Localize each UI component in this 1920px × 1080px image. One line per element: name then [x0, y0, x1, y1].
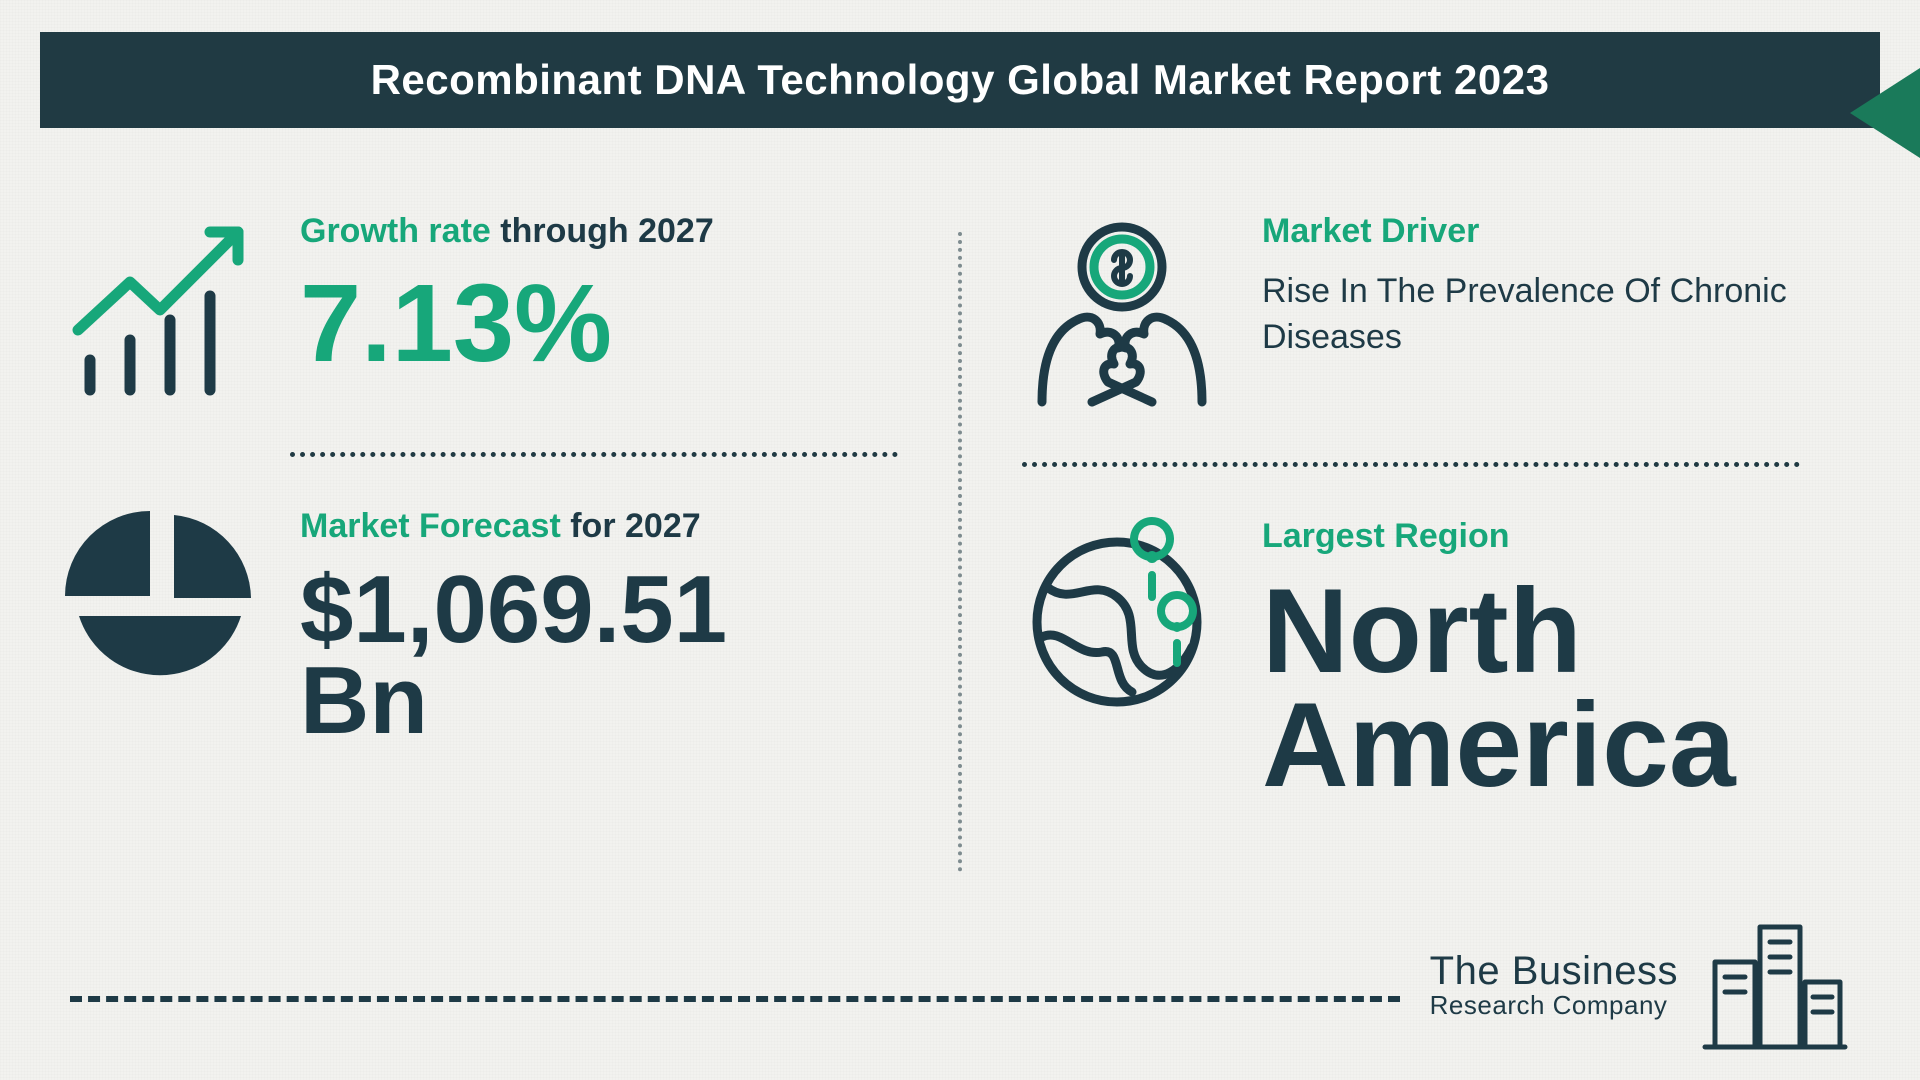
forecast-value-line1: $1,069.51	[300, 564, 898, 655]
driver-description: Rise In The Prevalence Of Chronic Diseas…	[1262, 269, 1860, 361]
right-divider-dots	[1022, 462, 1800, 467]
left-column: Growth rate through 2027 7.13%	[0, 202, 958, 962]
forecast-text: Market Forecast for 2027 $1,069.51 Bn	[300, 507, 898, 746]
forecast-value: $1,069.51 Bn	[300, 564, 898, 746]
growth-value: 7.13%	[300, 269, 898, 379]
growth-value-suffix: %	[514, 262, 612, 385]
growth-block: Growth rate through 2027 7.13%	[60, 212, 898, 402]
hands-coin-icon	[1022, 212, 1222, 412]
region-value-line1: North	[1262, 574, 1860, 688]
brand-text: The Business Research Company	[1430, 950, 1678, 1019]
driver-label: Market Driver	[1262, 212, 1860, 251]
region-value: North America	[1262, 574, 1860, 802]
growth-label-accent: Growth rate	[300, 212, 491, 250]
forecast-value-line2: Bn	[300, 655, 898, 746]
growth-label: Growth rate through 2027	[300, 212, 898, 251]
report-title: Recombinant DNA Technology Global Market…	[371, 56, 1550, 104]
driver-text-wrap: Market Driver Rise In The Prevalence Of …	[1262, 212, 1860, 361]
growth-chart-icon	[60, 212, 260, 402]
brand-logo: The Business Research Company	[1430, 907, 1850, 1062]
driver-block: Market Driver Rise In The Prevalence Of …	[1022, 212, 1860, 412]
right-column: Market Driver Rise In The Prevalence Of …	[962, 202, 1920, 962]
region-block: Largest Region North America	[1022, 517, 1860, 802]
brand-line1: The Business	[1430, 950, 1678, 992]
forecast-label-accent: Market Forecast	[300, 507, 561, 545]
report-title-bar: Recombinant DNA Technology Global Market…	[40, 32, 1880, 128]
buildings-icon	[1700, 907, 1850, 1062]
globe-pins-icon	[1022, 517, 1222, 717]
forecast-block: Market Forecast for 2027 $1,069.51 Bn	[60, 507, 898, 746]
brand-line2: Research Company	[1430, 992, 1678, 1019]
growth-value-number: 7.13	[300, 262, 514, 385]
region-label: Largest Region	[1262, 517, 1860, 556]
forecast-label-sub: for 2027	[561, 507, 701, 545]
bottom-dash-line	[70, 996, 1400, 1002]
growth-label-sub: through 2027	[491, 212, 714, 250]
forecast-label: Market Forecast for 2027	[300, 507, 898, 546]
content-grid: Growth rate through 2027 7.13%	[0, 202, 1920, 962]
growth-text: Growth rate through 2027 7.13%	[300, 212, 898, 379]
pie-chart-icon	[60, 507, 260, 697]
left-divider-dots	[290, 452, 898, 457]
region-text-wrap: Largest Region North America	[1262, 517, 1860, 802]
region-value-line2: America	[1262, 688, 1860, 802]
